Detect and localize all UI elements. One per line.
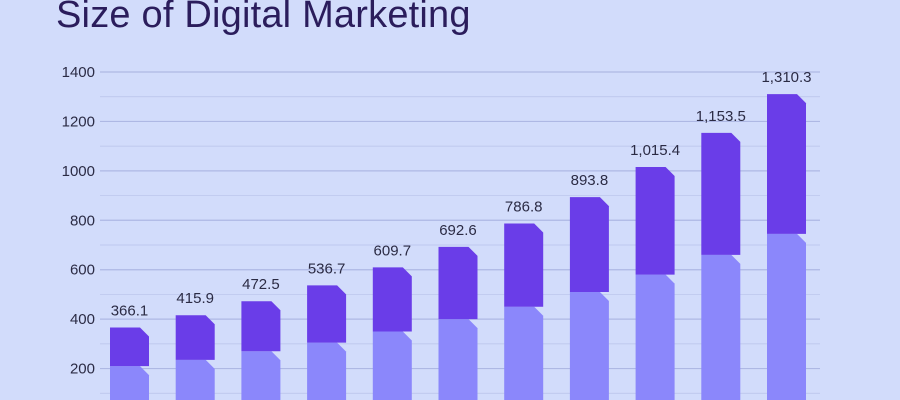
y-axis-ticks: 200 400 600 800 1000 1200 1400 xyxy=(62,64,95,378)
data-label: 786.8 xyxy=(505,199,543,216)
bar-10 xyxy=(701,132,741,400)
data-label: 1,153.5 xyxy=(696,108,746,125)
bar-5 xyxy=(372,267,412,400)
bar-segment-upper xyxy=(569,197,609,292)
bar-11 xyxy=(767,94,806,400)
bar-segment-lower xyxy=(110,366,149,400)
bar-2 xyxy=(175,315,215,400)
data-label: 536.7 xyxy=(308,260,346,277)
bar-segment-lower xyxy=(504,306,544,400)
data-label: 1,310.3 xyxy=(761,69,811,86)
bar-segment-upper xyxy=(372,267,412,332)
bar-3 xyxy=(241,301,281,400)
data-label: 415.9 xyxy=(176,290,214,307)
bar-segment-lower xyxy=(635,274,675,400)
data-label: 1,015.4 xyxy=(630,142,680,159)
bar-segment-lower xyxy=(241,351,281,400)
y-tick-label: 1400 xyxy=(62,64,95,81)
bar-segment-upper xyxy=(504,223,544,307)
data-label: 472.5 xyxy=(242,276,280,293)
bar-segment-lower xyxy=(569,291,609,400)
bar-segment-upper xyxy=(307,285,347,343)
bar-segment-upper xyxy=(241,301,281,352)
data-label: 366.1 xyxy=(111,303,149,320)
bar-6 xyxy=(438,246,478,400)
bar-7 xyxy=(504,223,544,400)
data-labels: 366.1 415.9 472.5 536.7 609.7 692.6 786.8 893.8… xyxy=(111,69,812,319)
y-tick-label: 600 xyxy=(70,262,95,279)
y-tick-label: 800 xyxy=(70,212,95,229)
bar-segment-upper xyxy=(635,167,675,275)
y-tick-label: 200 xyxy=(70,361,95,378)
bar-8 xyxy=(569,197,609,400)
bar-segment-upper xyxy=(438,246,478,320)
bar-9 xyxy=(635,167,675,400)
bars xyxy=(110,94,806,400)
y-tick-label: 1000 xyxy=(62,163,95,180)
y-tick-label: 400 xyxy=(70,311,95,328)
bar-segment-lower xyxy=(307,342,347,400)
data-label: 609.7 xyxy=(374,242,412,259)
bar-segment-upper xyxy=(701,132,741,255)
y-tick-label: 1200 xyxy=(62,113,95,130)
bar-segment-upper xyxy=(175,315,215,360)
bar-segment-upper xyxy=(110,327,149,367)
bar-segment-lower xyxy=(701,254,741,400)
bar-segment-lower xyxy=(767,233,806,400)
bar-4 xyxy=(307,285,347,400)
bar-segment-lower xyxy=(372,331,412,400)
data-label: 893.8 xyxy=(571,172,609,189)
bar-segment-lower xyxy=(438,319,478,400)
bar-segment-lower xyxy=(175,359,215,400)
chart-title: Size of Digital Marketing xyxy=(56,0,471,36)
data-label: 692.6 xyxy=(439,222,477,239)
bar-segment-upper xyxy=(767,94,806,234)
bar-1 xyxy=(110,327,149,400)
